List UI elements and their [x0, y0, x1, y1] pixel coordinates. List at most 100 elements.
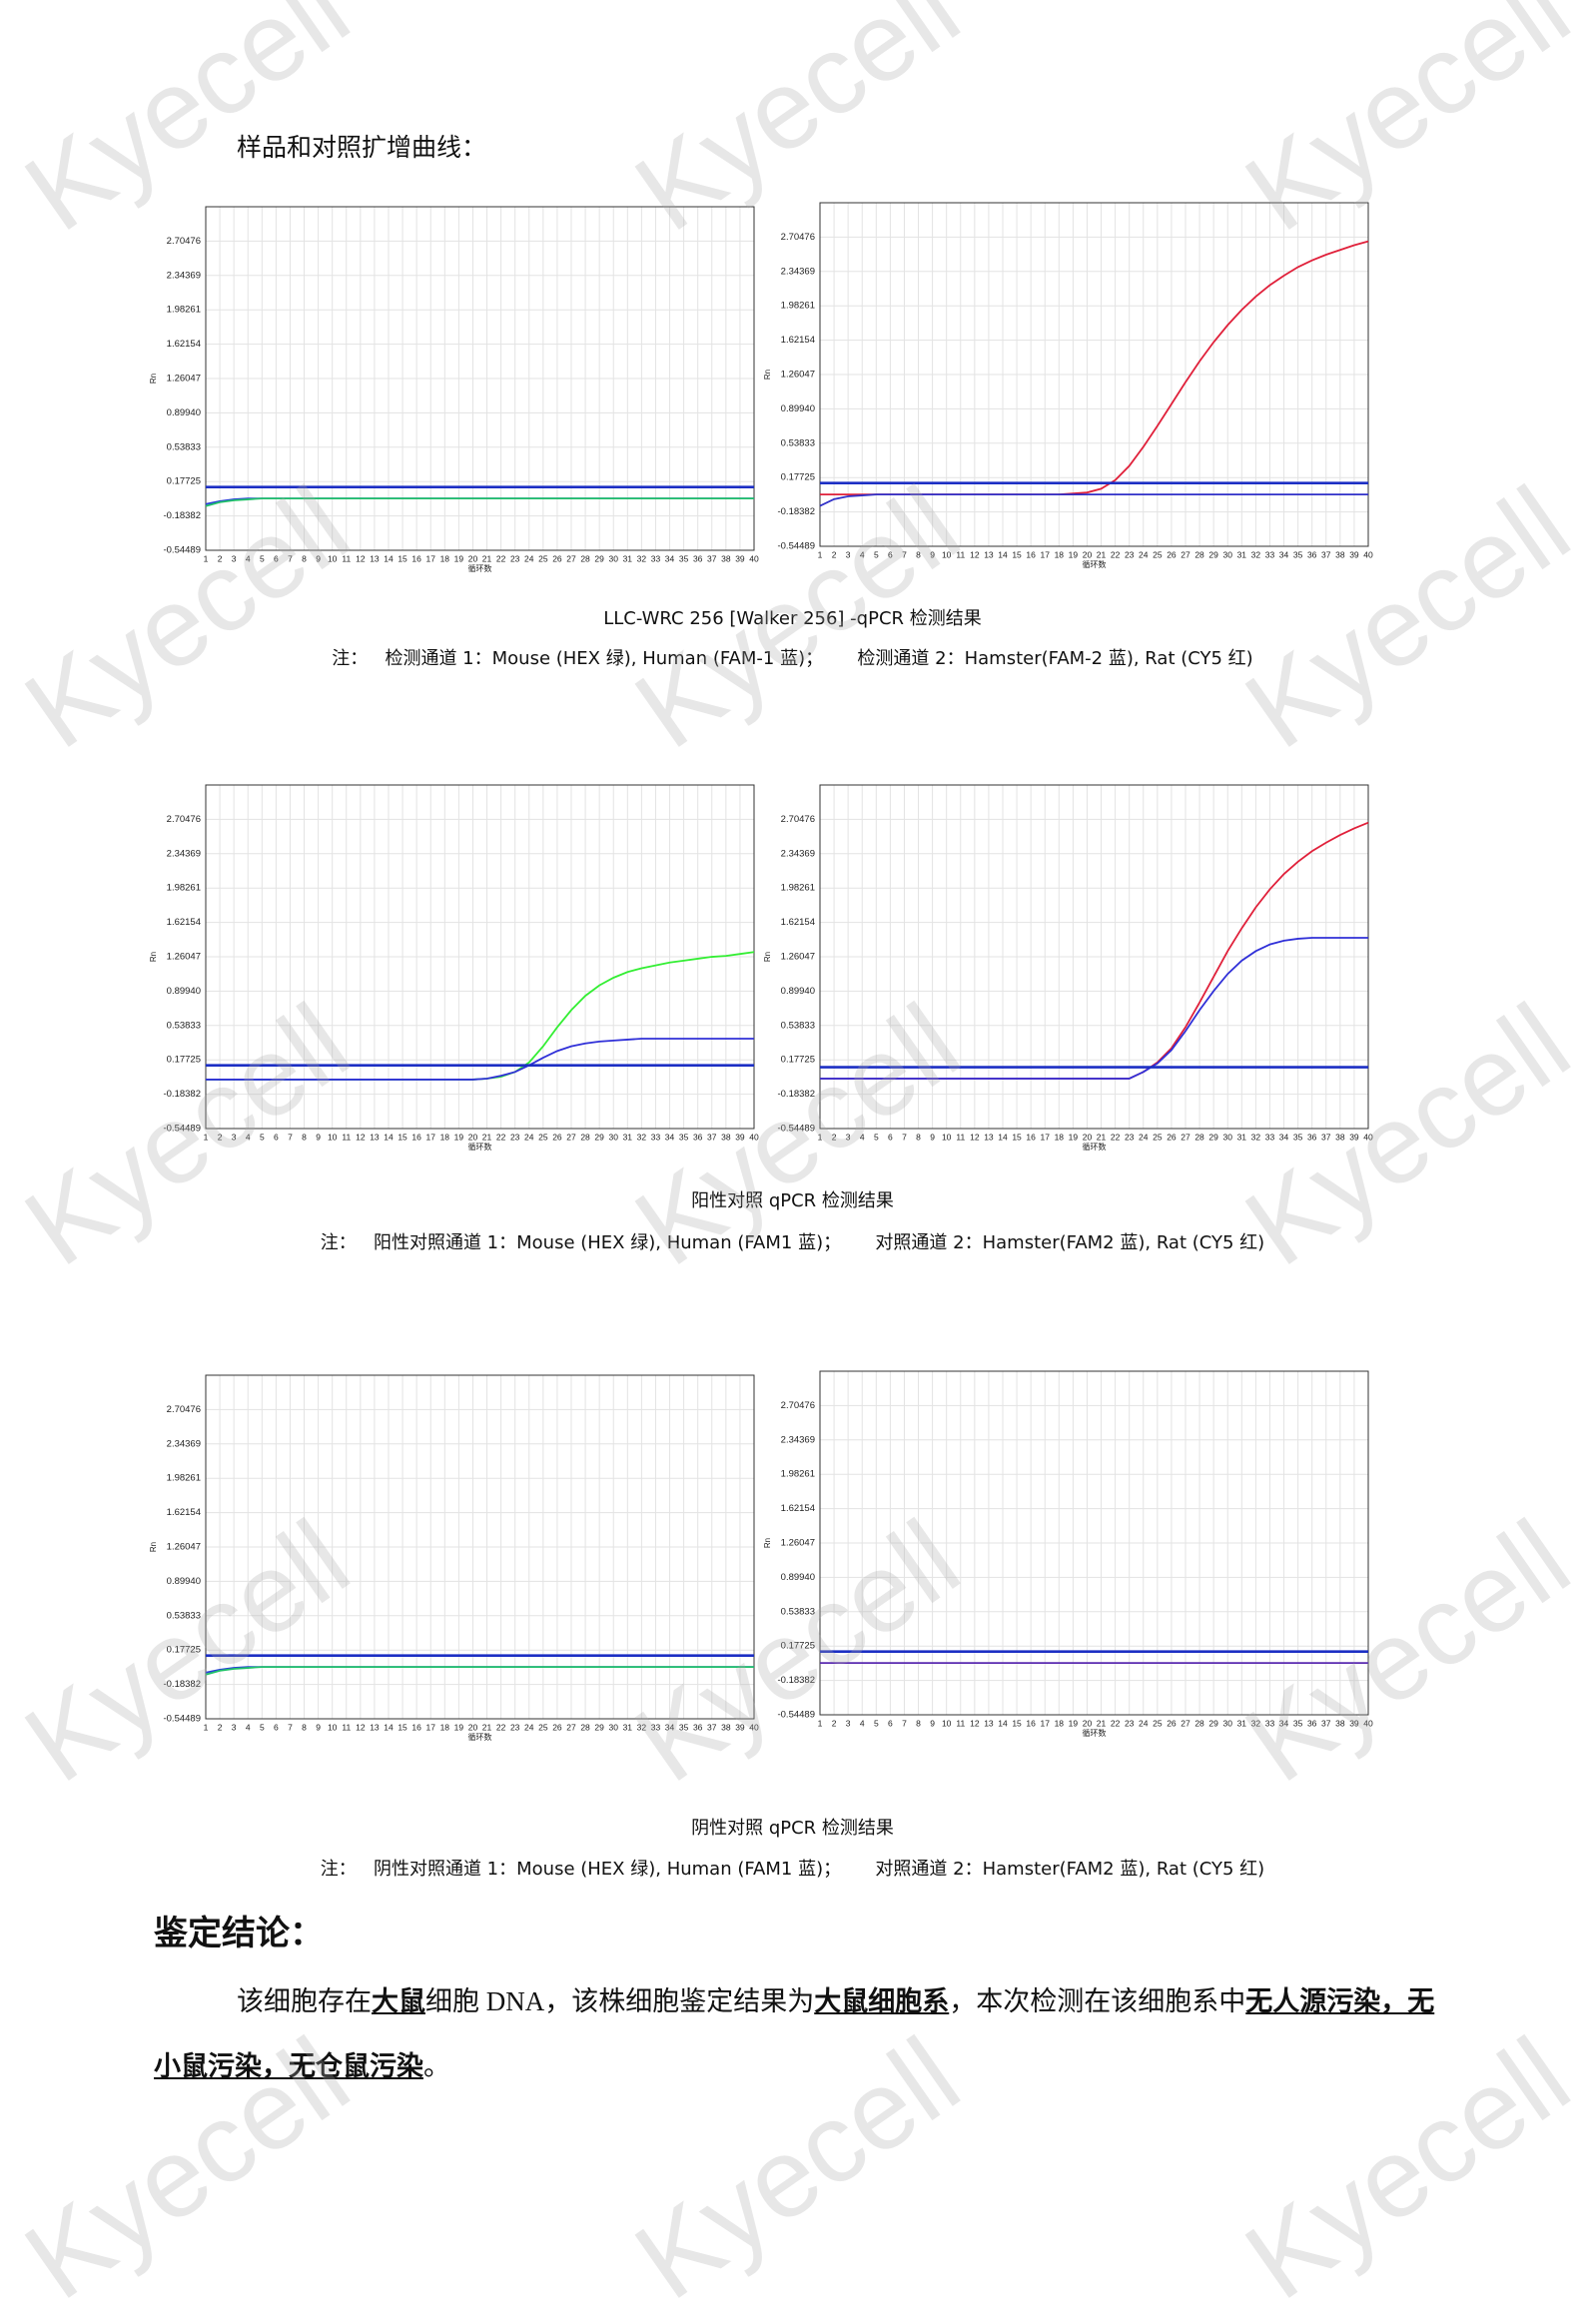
x-tick-label: 7	[288, 1132, 293, 1142]
x-tick-label: 15	[1012, 1718, 1022, 1728]
x-tick-label: 18	[440, 553, 450, 563]
emphasis-text: 无人源污染，无小鼠污染，无仓鼠污染	[154, 1986, 1435, 2081]
y-tick-label: 2.70476	[781, 814, 815, 825]
x-tick-label: 13	[370, 1722, 380, 1732]
x-tick-label: 6	[888, 1718, 893, 1728]
x-tick-label: 26	[1167, 1132, 1177, 1142]
x-tick-label: 25	[538, 1722, 548, 1732]
y-tick-label: 1.26047	[167, 374, 201, 385]
y-tick-label: -0.18382	[163, 1089, 201, 1100]
x-tick-label: 31	[1237, 549, 1247, 559]
x-tick-label: 21	[482, 1132, 492, 1142]
x-tick-label: 20	[1083, 1718, 1093, 1728]
x-tick-label: 9	[930, 1132, 935, 1142]
x-tick-label: 33	[1265, 1132, 1275, 1142]
x-tick-label: 18	[1055, 1718, 1065, 1728]
x-tick-label: 16	[1026, 1718, 1036, 1728]
x-tick-label: 7	[902, 1132, 907, 1142]
x-tick-label: 32	[1251, 1132, 1261, 1142]
x-tick-label: 21	[1097, 1132, 1107, 1142]
y-tick-label: -0.54489	[777, 1710, 815, 1721]
x-tick-label: 8	[302, 553, 307, 563]
y-tick-label: 2.34369	[781, 848, 815, 859]
x-tick-label: 3	[846, 1132, 851, 1142]
x-tick-label: 17	[425, 1132, 435, 1142]
amplification-curve	[819, 493, 1368, 507]
x-tick-label: 4	[860, 1718, 865, 1728]
x-tick-label: 12	[970, 549, 980, 559]
text: 该细胞存在	[237, 1986, 372, 2016]
y-tick-label: -0.18382	[777, 506, 815, 517]
x-tick-label: 27	[566, 553, 576, 563]
x-tick-label: 2	[832, 1132, 837, 1142]
y-tick-label: 2.70476	[781, 1400, 815, 1411]
x-tick-label: 6	[274, 553, 279, 563]
text: ，本次检测在该细胞系中	[949, 1986, 1246, 2016]
x-tick-label: 33	[1265, 1718, 1275, 1728]
x-tick-label: 4	[246, 1132, 251, 1142]
y-tick-label: 1.62154	[167, 917, 201, 928]
conclusion-title: 鉴定结论：	[154, 1914, 324, 1953]
x-tick-label: 35	[1293, 1718, 1303, 1728]
x-tick-label: 28	[1194, 1718, 1204, 1728]
x-tick-label: 27	[566, 1132, 576, 1142]
x-tick-label: 1	[818, 549, 823, 559]
x-tick-label: 38	[1335, 1132, 1345, 1142]
x-tick-label: 9	[316, 1132, 321, 1142]
y-tick-label: 1.62154	[781, 917, 815, 928]
y-tick-label: -0.54489	[163, 1714, 201, 1725]
x-tick-label: 16	[411, 1132, 421, 1142]
x-tick-label: 35	[679, 1722, 689, 1732]
y-tick-label: -0.54489	[163, 1124, 201, 1135]
x-tick-label: 5	[874, 1718, 879, 1728]
x-tick-label: 23	[1125, 1132, 1135, 1142]
x-tick-label: 29	[594, 553, 604, 563]
x-tick-label: 14	[998, 1132, 1008, 1142]
x-tick-label: 37	[707, 1722, 717, 1732]
x-tick-label: 8	[916, 549, 921, 559]
x-tick-label: 11	[956, 549, 965, 559]
x-tick-label: 25	[1153, 1132, 1163, 1142]
y-tick-label: 1.98261	[167, 883, 201, 894]
y-tick-label: 2.34369	[167, 1438, 201, 1449]
y-tick-label: -0.18382	[777, 1089, 815, 1100]
x-tick-label: 1	[204, 1132, 209, 1142]
x-tick-label: 25	[1153, 549, 1163, 559]
y-tick-label: 0.53833	[781, 437, 815, 448]
x-tick-label: 28	[580, 1722, 590, 1732]
x-tick-label: 39	[1349, 1132, 1359, 1142]
x-tick-label: 21	[482, 1722, 492, 1732]
x-tick-label: 26	[552, 1132, 562, 1142]
x-tick-label: 20	[1083, 1132, 1093, 1142]
x-tick-label: 13	[984, 549, 994, 559]
y-tick-label: 2.70476	[167, 236, 201, 247]
y-tick-label: 1.62154	[781, 335, 815, 346]
y-tick-label: -0.54489	[163, 545, 201, 556]
y-tick-label: 0.89940	[167, 407, 201, 418]
x-axis-label: 循环数	[1083, 1142, 1107, 1152]
x-tick-label: 12	[356, 1722, 366, 1732]
x-tick-label: 25	[1153, 1718, 1163, 1728]
y-tick-label: 0.17725	[167, 476, 201, 487]
x-tick-label: 25	[538, 1132, 548, 1142]
x-tick-label: 31	[1237, 1718, 1247, 1728]
x-tick-label: 21	[482, 553, 492, 563]
y-tick-label: 0.89940	[167, 986, 201, 997]
chart: 1 2 3 4 5 6 7 8 9 10 11 12 13 14 15 16 17 18 19 20 21 22 23 24 2…	[149, 206, 759, 573]
x-tick-label: 8	[916, 1718, 921, 1728]
x-tick-label: 32	[637, 1722, 647, 1732]
amplification-curve	[820, 937, 1368, 1080]
x-tick-label: 29	[1208, 549, 1218, 559]
emphasis-text: 大鼠细胞系	[814, 1986, 950, 2016]
x-tick-label: 40	[749, 1722, 759, 1732]
x-tick-label: 20	[468, 553, 478, 563]
chart: 1 2 3 4 5 6 7 8 9 10 11 12 13 14 15 16 17 18 19 20 21 22 23 24 2…	[149, 1374, 759, 1742]
x-tick-label: 20	[468, 1722, 478, 1732]
x-tick-label: 37	[707, 1132, 717, 1142]
y-tick-label: 1.98261	[781, 1469, 815, 1480]
x-tick-label: 36	[1307, 1132, 1317, 1142]
y-tick-label: 0.17725	[167, 1645, 201, 1656]
plot-border	[819, 784, 1369, 1130]
x-tick-label: 24	[1139, 549, 1149, 559]
amplification-curve	[205, 1666, 754, 1676]
